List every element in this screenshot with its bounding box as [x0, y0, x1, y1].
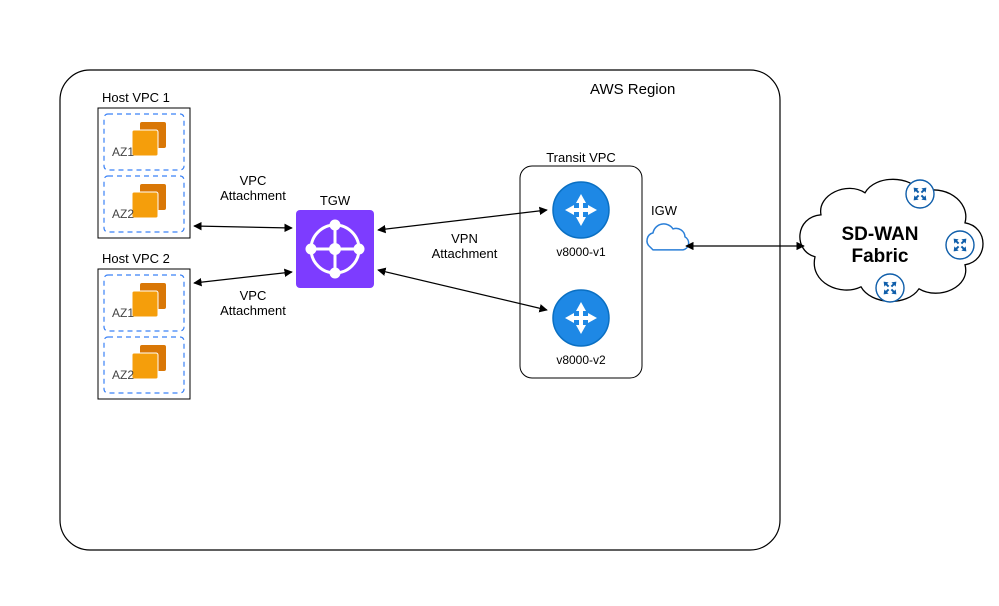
- vpc-attach-2-label: VPC Attachment: [214, 289, 292, 319]
- sdwan-label: SD-WAN Fabric: [830, 224, 930, 268]
- router-1-icon: [553, 182, 609, 238]
- az1-label-2: AZ1: [112, 306, 134, 320]
- vpn-attach-label: VPN Attachment: [422, 232, 507, 262]
- az2-label-1: AZ2: [112, 207, 134, 221]
- igw-label: IGW: [651, 203, 677, 218]
- tgw-title: TGW: [308, 193, 362, 208]
- host-vpc-2-title: Host VPC 2: [102, 251, 170, 266]
- router-2-icon: [553, 290, 609, 346]
- az1-label-1: AZ1: [112, 145, 134, 159]
- aws-region-box: [60, 70, 780, 550]
- host-vpc-1-title: Host VPC 1: [102, 90, 170, 105]
- transit-vpc-title: Transit VPC: [532, 150, 630, 165]
- tgw-box: [296, 210, 374, 288]
- az2-label-2: AZ2: [112, 368, 134, 382]
- router-1-label: v8000-v1: [545, 245, 617, 259]
- diagram-stage: AWS Region Host VPC 1 AZ1 AZ2 Host VPC 2…: [0, 0, 999, 601]
- router-2-label: v8000-v2: [545, 353, 617, 367]
- vpc-attach-1-label: VPC Attachment: [214, 174, 292, 204]
- igw-cloud-icon: [647, 224, 689, 250]
- aws-region-title: AWS Region: [590, 81, 675, 98]
